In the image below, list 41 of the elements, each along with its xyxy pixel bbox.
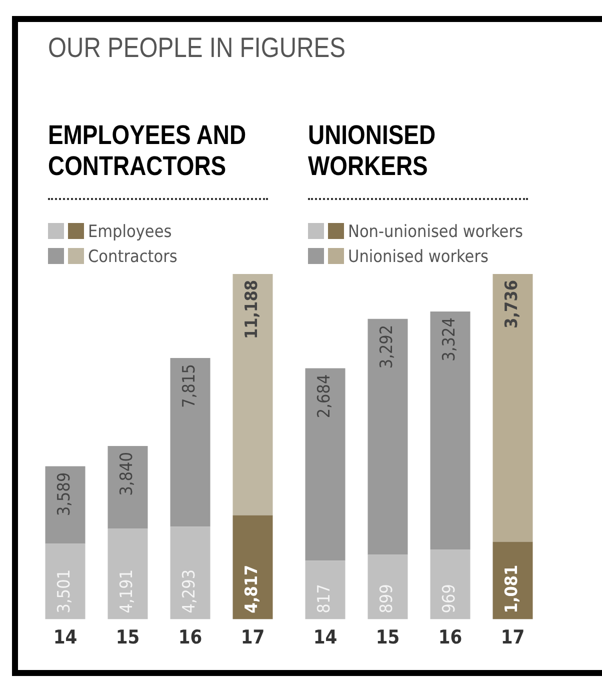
legend-label: Unionised workers: [347, 246, 490, 269]
bar: [108, 446, 148, 529]
data-label: 3,840: [117, 452, 138, 496]
legend-label: Non-unionised workers: [347, 221, 524, 244]
x-tick-label: 15: [376, 626, 400, 649]
x-tick-label: 17: [240, 626, 265, 649]
data-label: 3,736: [502, 280, 522, 328]
bar: [368, 554, 408, 620]
bar: [170, 358, 210, 527]
legend-label: Contractors: [87, 246, 178, 269]
bar: [45, 466, 86, 544]
bar: [305, 368, 346, 561]
data-label: 3,324: [440, 318, 460, 362]
data-label: 3,589: [54, 472, 75, 516]
x-tick-label: 14: [313, 626, 338, 649]
bar: [368, 318, 408, 555]
bar: [430, 312, 470, 550]
data-label: 1,081: [502, 564, 522, 614]
x-tick-label: 16: [178, 626, 202, 649]
x-tick-label: 17: [500, 626, 525, 649]
data-label: 2,684: [314, 374, 335, 418]
data-label: 11,188: [242, 280, 262, 340]
data-label: 4,817: [242, 564, 262, 614]
x-tick-label: 15: [116, 626, 140, 649]
bar: [232, 515, 273, 620]
data-label: 7,815: [180, 364, 200, 408]
legend-label: Employees: [87, 221, 173, 244]
bar: [232, 274, 273, 516]
x-tick-label: 16: [438, 626, 462, 649]
bar: [430, 550, 470, 620]
chart-title: UNIONISED WORKERS: [308, 120, 437, 183]
bar: [492, 274, 533, 542]
bar: [170, 526, 210, 620]
bar: [305, 560, 346, 620]
chart-title: EMPLOYEES AND CONTRACTORS: [48, 120, 248, 183]
bar: [45, 544, 86, 620]
x-tick-label: 14: [53, 626, 78, 649]
text: OUR PEOPLE IN FIGURES: [48, 32, 346, 64]
bar: [108, 528, 148, 620]
bar: [492, 542, 533, 620]
data-label: 3,292: [377, 324, 398, 369]
